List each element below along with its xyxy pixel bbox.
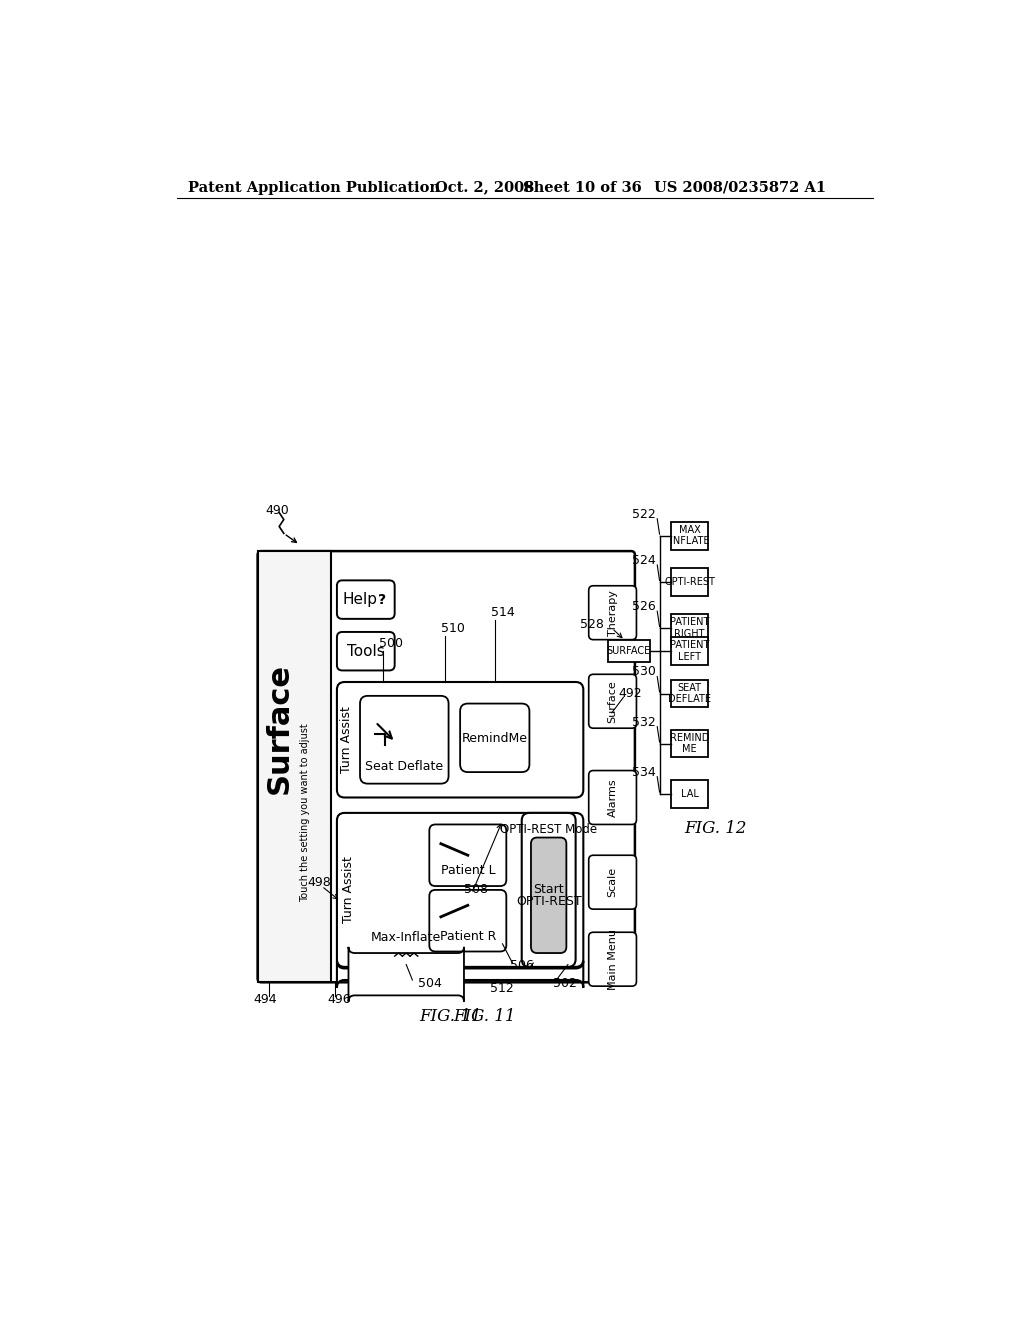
- Text: Help: Help: [342, 593, 378, 607]
- Bar: [258, 552, 331, 982]
- Text: 506: 506: [510, 958, 535, 972]
- FancyBboxPatch shape: [348, 946, 464, 1002]
- Bar: [671, 780, 708, 808]
- Text: Surface: Surface: [264, 663, 294, 793]
- Text: 528: 528: [581, 618, 604, 631]
- Text: Patient R: Patient R: [439, 929, 496, 942]
- Text: 498: 498: [307, 875, 332, 888]
- FancyBboxPatch shape: [429, 825, 506, 886]
- Text: PATIENT
RIGHT: PATIENT RIGHT: [670, 618, 710, 639]
- Text: Tools: Tools: [346, 644, 384, 659]
- Text: FIG. 11: FIG. 11: [419, 1008, 481, 1026]
- Text: 496: 496: [327, 993, 350, 1006]
- Text: Touch the setting you want to adjust: Touch the setting you want to adjust: [300, 723, 310, 903]
- Text: OPTI-REST Mode: OPTI-REST Mode: [500, 824, 597, 837]
- Text: OPTI-REST: OPTI-REST: [665, 577, 715, 587]
- FancyBboxPatch shape: [521, 813, 575, 966]
- FancyBboxPatch shape: [589, 586, 637, 640]
- FancyBboxPatch shape: [531, 838, 566, 953]
- FancyBboxPatch shape: [429, 890, 506, 952]
- Text: FIG. 11: FIG. 11: [454, 1008, 516, 1026]
- FancyBboxPatch shape: [589, 855, 637, 909]
- Text: 532: 532: [632, 715, 655, 729]
- Text: 508: 508: [464, 883, 488, 896]
- Text: Main Menu: Main Menu: [607, 929, 617, 990]
- FancyBboxPatch shape: [337, 961, 584, 987]
- Text: 502: 502: [553, 977, 577, 990]
- Bar: [671, 521, 708, 549]
- FancyBboxPatch shape: [337, 632, 394, 671]
- Text: 492: 492: [617, 686, 642, 700]
- Bar: [671, 638, 708, 665]
- Text: Patent Application Publication: Patent Application Publication: [188, 181, 440, 194]
- Text: 500: 500: [379, 638, 403, 649]
- Text: SURFACE: SURFACE: [606, 647, 651, 656]
- Text: 534: 534: [632, 766, 655, 779]
- Bar: [671, 730, 708, 758]
- Bar: [671, 680, 708, 708]
- Text: 490: 490: [265, 504, 289, 517]
- Text: FIG. 12: FIG. 12: [684, 820, 748, 837]
- Text: Patient L: Patient L: [440, 865, 496, 878]
- Text: Scale: Scale: [607, 867, 617, 898]
- Text: Start: Start: [534, 883, 564, 896]
- Text: Therapy: Therapy: [607, 590, 617, 636]
- FancyBboxPatch shape: [258, 552, 635, 982]
- Text: Seat Deflate: Seat Deflate: [365, 760, 443, 774]
- Text: 504: 504: [418, 977, 441, 990]
- FancyBboxPatch shape: [337, 813, 584, 966]
- Text: Alarms: Alarms: [607, 779, 617, 817]
- FancyBboxPatch shape: [589, 771, 637, 825]
- Text: LAL: LAL: [681, 788, 698, 799]
- FancyBboxPatch shape: [589, 932, 637, 986]
- FancyBboxPatch shape: [460, 704, 529, 772]
- Text: Max-Inflate: Max-Inflate: [371, 931, 441, 944]
- Text: Sheet 10 of 36: Sheet 10 of 36: [523, 181, 642, 194]
- Text: 530: 530: [632, 665, 655, 678]
- Text: SEAT
DEFLATE: SEAT DEFLATE: [668, 682, 711, 705]
- Text: PATIENT
LEFT: PATIENT LEFT: [670, 640, 710, 663]
- Text: 524: 524: [632, 554, 655, 566]
- Text: REMIND
ME: REMIND ME: [670, 733, 710, 755]
- Text: 512: 512: [490, 982, 514, 995]
- Text: US 2008/0235872 A1: US 2008/0235872 A1: [654, 181, 826, 194]
- Text: ?: ?: [378, 593, 386, 607]
- Text: 494: 494: [254, 993, 278, 1006]
- Text: Oct. 2, 2008: Oct. 2, 2008: [435, 181, 534, 194]
- Text: 510: 510: [441, 622, 465, 635]
- Text: Turn Assist: Turn Assist: [340, 706, 352, 774]
- FancyBboxPatch shape: [337, 682, 584, 797]
- Text: 526: 526: [632, 601, 655, 612]
- Text: Turn Assist: Turn Assist: [342, 857, 355, 923]
- Text: RemindMe: RemindMe: [462, 731, 527, 744]
- FancyBboxPatch shape: [589, 675, 637, 729]
- Text: OPTI-REST: OPTI-REST: [516, 895, 582, 908]
- Bar: [671, 568, 708, 595]
- Text: MAX
INFLATE: MAX INFLATE: [670, 525, 710, 546]
- Bar: [671, 614, 708, 642]
- Text: Surface: Surface: [607, 680, 617, 722]
- Bar: [608, 640, 650, 663]
- Text: 522: 522: [632, 508, 655, 520]
- Text: 514: 514: [490, 606, 515, 619]
- FancyBboxPatch shape: [360, 696, 449, 784]
- FancyBboxPatch shape: [337, 581, 394, 619]
